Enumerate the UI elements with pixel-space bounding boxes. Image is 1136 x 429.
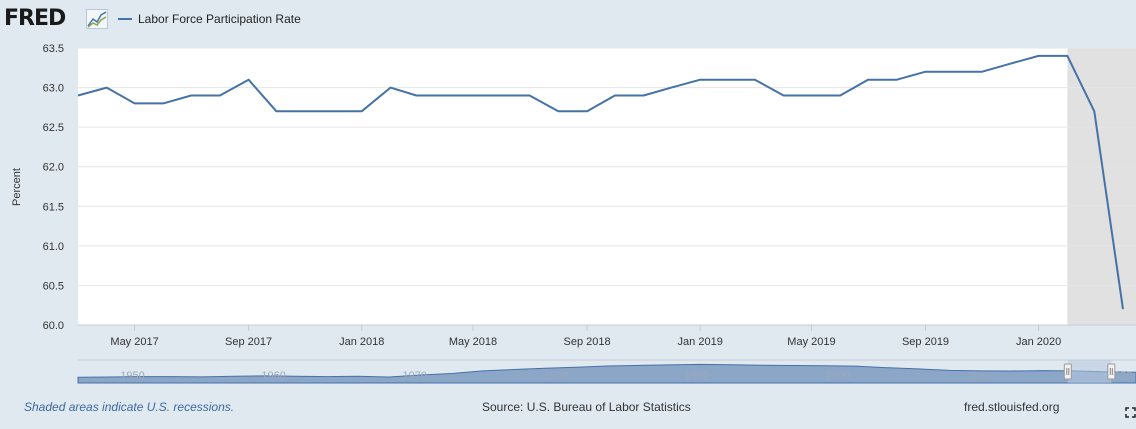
- data-point[interactable]: [359, 109, 364, 114]
- navigator-series-area: [77, 363, 1136, 384]
- data-point[interactable]: [499, 93, 504, 98]
- series-line[interactable]: [77, 54, 1124, 310]
- plot-area: [78, 48, 1136, 325]
- data-point[interactable]: [246, 77, 251, 82]
- data-point[interactable]: [217, 93, 222, 98]
- data-point[interactable]: [1007, 61, 1012, 66]
- data-point[interactable]: [1036, 53, 1041, 58]
- y-axis: 60.0 60.5 61.0 61.5 62.0 62.5 63.0 63.5: [43, 43, 64, 332]
- x-tick-label: Sep 2017: [225, 336, 272, 348]
- data-point[interactable]: [161, 101, 166, 106]
- fullscreen-icon[interactable]: [1125, 407, 1136, 418]
- navigator-year-label: 2000: [826, 370, 850, 382]
- y-tick-label: 63.5: [43, 43, 64, 55]
- range-navigator[interactable]: 1950 1960 1970 1980 1990 2000 2010 2020: [77, 359, 1136, 384]
- data-point[interactable]: [866, 77, 871, 82]
- data-point[interactable]: [698, 77, 703, 82]
- data-point[interactable]: [189, 93, 194, 98]
- data-point[interactable]: [838, 93, 843, 98]
- data-point[interactable]: [669, 85, 674, 90]
- y-tick-label: 60.0: [43, 320, 64, 332]
- y-tick-label: 60.5: [43, 280, 64, 292]
- data-point[interactable]: [303, 109, 308, 114]
- y-tick-label: 62.5: [43, 122, 64, 134]
- data-point[interactable]: [556, 109, 561, 114]
- navigator-year-label: 1980: [544, 370, 568, 382]
- x-axis: May 2017 Sep 2017 Jan 2018 May 2018 Sep 2018…: [110, 325, 1061, 348]
- data-point[interactable]: [641, 93, 646, 98]
- data-point[interactable]: [132, 101, 137, 106]
- x-tick-label: Sep 2018: [564, 336, 611, 348]
- y-tick-label: 61.5: [43, 201, 64, 213]
- data-point[interactable]: [809, 93, 814, 98]
- data-point[interactable]: [980, 69, 985, 74]
- navigator-left-handle[interactable]: [1063, 363, 1072, 380]
- data-point[interactable]: [752, 77, 757, 82]
- navigator-selected-window[interactable]: [1067, 360, 1112, 383]
- navigator-year-label: 2010: [967, 370, 991, 382]
- x-tick-label: Jan 2018: [339, 336, 384, 348]
- y-tick-label: 63.0: [43, 83, 64, 95]
- recession-note[interactable]: Shaded areas indicate U.S. recessions.: [24, 400, 235, 414]
- chart-legend: Labor Force Participation Rate: [118, 12, 301, 26]
- navigator-year-label: 1990: [685, 370, 709, 382]
- navigator-year-label: 1950: [120, 370, 144, 382]
- data-point[interactable]: [104, 85, 109, 90]
- data-point[interactable]: [388, 85, 393, 90]
- data-point[interactable]: [1065, 53, 1070, 58]
- fred-chart-icon: [86, 9, 108, 29]
- series-layer: [76, 53, 1126, 312]
- y-axis-label: Percent: [11, 168, 23, 206]
- y-tick-label: 62.0: [43, 162, 64, 174]
- data-point[interactable]: [330, 109, 335, 114]
- data-point[interactable]: [274, 109, 279, 114]
- data-point[interactable]: [923, 69, 928, 74]
- recession-shading: [1067, 48, 1136, 325]
- data-point[interactable]: [414, 93, 419, 98]
- navigator-year-label: 1960: [261, 370, 285, 382]
- x-tick-label: May 2018: [449, 336, 497, 348]
- legend-swatch: [118, 17, 132, 20]
- x-tick-label: Jan 2020: [1016, 336, 1061, 348]
- x-tick-label: Sep 2019: [902, 336, 949, 348]
- x-tick-label: Jan 2019: [678, 336, 723, 348]
- fred-logo[interactable]: FRED: [4, 6, 66, 31]
- site-link[interactable]: fred.stlouisfed.org: [964, 400, 1060, 414]
- data-point[interactable]: [76, 93, 81, 98]
- data-point[interactable]: [527, 93, 532, 98]
- chart-header: FRED Labor Force Participation Rate: [0, 0, 1136, 40]
- handle-grip[interactable]: [1107, 363, 1116, 380]
- data-point[interactable]: [585, 109, 590, 114]
- navigator-year-label: 1970: [402, 370, 426, 382]
- navigator-right-handle[interactable]: [1107, 363, 1116, 380]
- data-point[interactable]: [1121, 307, 1126, 312]
- data-point[interactable]: [951, 69, 956, 74]
- data-point[interactable]: [471, 93, 476, 98]
- y-tick-label: 61.0: [43, 241, 64, 253]
- recession-shading-layer: [1067, 48, 1136, 325]
- data-point[interactable]: [443, 93, 448, 98]
- data-point[interactable]: [894, 77, 899, 82]
- data-point[interactable]: [781, 93, 786, 98]
- line-chart: 60.0 60.5 61.0 61.5 62.0 62.5 63.0 63.5 May 201…: [11, 43, 1136, 384]
- x-tick-label: May 2019: [787, 336, 835, 348]
- handle-grip[interactable]: [1063, 363, 1072, 380]
- data-point[interactable]: [726, 77, 731, 82]
- data-point[interactable]: [612, 93, 617, 98]
- x-tick-label: May 2017: [110, 336, 158, 348]
- data-source: Source: U.S. Bureau of Labor Statistics: [482, 400, 691, 414]
- data-point[interactable]: [1092, 109, 1097, 114]
- legend-label: Labor Force Participation Rate: [138, 12, 301, 26]
